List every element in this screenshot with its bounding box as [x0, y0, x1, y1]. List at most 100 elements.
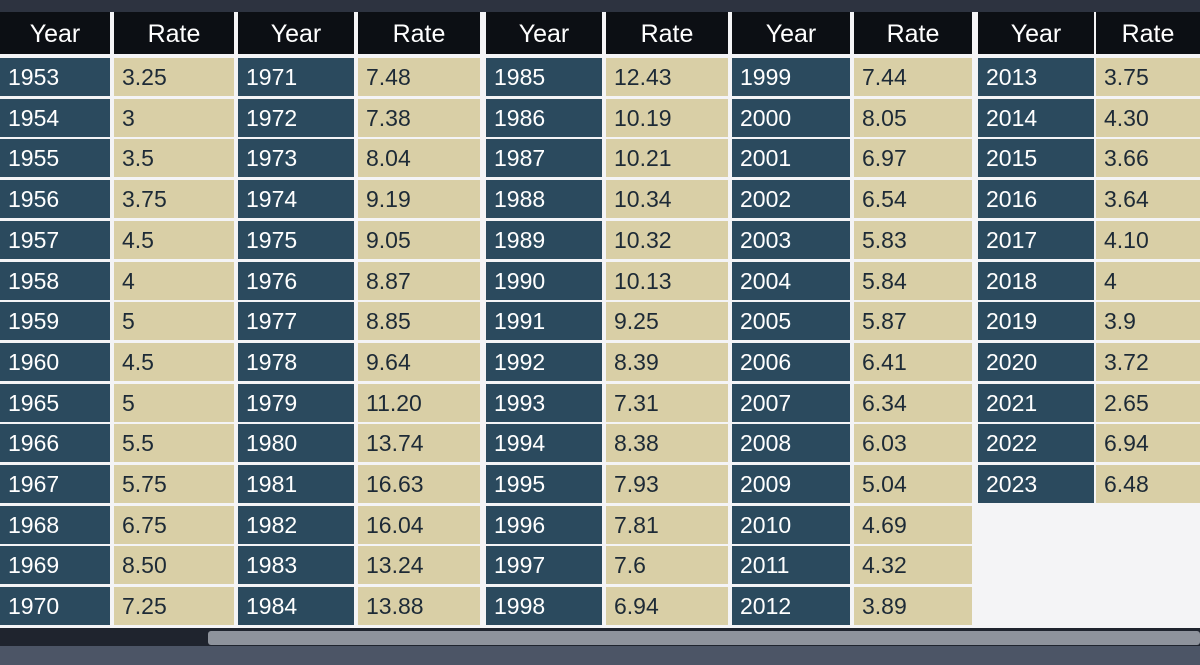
- rate-cell: 3.66: [1096, 139, 1200, 178]
- year-cell: 2004: [732, 261, 850, 300]
- rate-cell: 12.43: [606, 58, 728, 96]
- rate-cell: 13.24: [358, 546, 480, 585]
- year-cell: 2015: [978, 139, 1094, 178]
- rate-cell: 3.72: [1096, 342, 1200, 381]
- rate-cell: 6.34: [854, 383, 972, 422]
- rate-cell: 13.74: [358, 424, 480, 463]
- rate-cell: 9.64: [358, 342, 480, 381]
- rate-cell: 8.04: [358, 139, 480, 178]
- year-cell: 1981: [238, 465, 354, 503]
- rate-cell: 3.9: [1096, 302, 1200, 341]
- year-cell: 1955: [0, 139, 110, 178]
- rate-cell: 3.5: [114, 139, 234, 178]
- year-cell: 1989: [486, 220, 602, 259]
- year-cell: 2014: [978, 98, 1094, 137]
- year-cell: 1998: [486, 587, 602, 626]
- rate-cell: 7.48: [358, 58, 480, 96]
- year-cell: 2011: [732, 546, 850, 585]
- rate-cell: 4.69: [854, 505, 972, 544]
- rate-cell: 6.54: [854, 180, 972, 219]
- year-cell: 1953: [0, 58, 110, 96]
- rate-cell: 7.25: [114, 587, 234, 626]
- year-cell: 1980: [238, 424, 354, 463]
- year-cell: 1993: [486, 383, 602, 422]
- year-cell: 1982: [238, 505, 354, 544]
- year-cell: 2007: [732, 383, 850, 422]
- year-cell: 2003: [732, 220, 850, 259]
- scrollbar-thumb[interactable]: [208, 631, 1200, 645]
- rate-cell: 4.10: [1096, 220, 1200, 259]
- header-year: Year: [978, 12, 1094, 54]
- year-cell: 2016: [978, 180, 1094, 219]
- rate-cell: 8.05: [854, 98, 972, 137]
- rate-cell: 9.05: [358, 220, 480, 259]
- rate-cell: 3.75: [114, 180, 234, 219]
- header-year: Year: [486, 12, 602, 54]
- year-cell: 1970: [0, 587, 110, 626]
- rate-cell: 8.50: [114, 546, 234, 585]
- rate-cell: 16.63: [358, 465, 480, 503]
- rate-cell: 6.41: [854, 342, 972, 381]
- rate-cell: 13.88: [358, 587, 480, 626]
- year-cell: 1967: [0, 465, 110, 503]
- rate-cell: 7.44: [854, 58, 972, 96]
- rate-cell: 2.65: [1096, 383, 1200, 422]
- rate-cell: 11.20: [358, 383, 480, 422]
- rate-cell: 6.48: [1096, 465, 1200, 503]
- year-cell: 1969: [0, 546, 110, 585]
- year-cell: 1968: [0, 505, 110, 544]
- rate-cell: 7.81: [606, 505, 728, 544]
- year-cell: 1991: [486, 302, 602, 341]
- rate-cell: 9.19: [358, 180, 480, 219]
- rate-cell: 5.83: [854, 220, 972, 259]
- rate-cell: 6.94: [606, 587, 728, 626]
- year-cell: 2013: [978, 58, 1094, 96]
- year-cell: 1971: [238, 58, 354, 96]
- year-cell: 1954: [0, 98, 110, 137]
- header-rate: Rate: [358, 12, 480, 54]
- year-cell: 1979: [238, 383, 354, 422]
- header-year: Year: [0, 12, 110, 54]
- header-year: Year: [732, 12, 850, 54]
- year-cell: 2017: [978, 220, 1094, 259]
- year-cell: 1976: [238, 261, 354, 300]
- year-cell: 1960: [0, 342, 110, 381]
- year-cell: 2002: [732, 180, 850, 219]
- year-cell: 1986: [486, 98, 602, 137]
- rate-cell: 3.89: [854, 587, 972, 626]
- year-cell: 2021: [978, 383, 1094, 422]
- rate-cell: 5.04: [854, 465, 972, 503]
- rate-cell: 5.5: [114, 424, 234, 463]
- rate-cell: 10.32: [606, 220, 728, 259]
- year-cell: 2022: [978, 424, 1094, 463]
- rate-cell: 3.64: [1096, 180, 1200, 219]
- year-cell: 2001: [732, 139, 850, 178]
- year-cell: 1958: [0, 261, 110, 300]
- rate-cell: 3.25: [114, 58, 234, 96]
- year-cell: 2012: [732, 587, 850, 626]
- year-cell: 1995: [486, 465, 602, 503]
- rate-cell: 7.93: [606, 465, 728, 503]
- year-cell: 1988: [486, 180, 602, 219]
- year-cell: 1984: [238, 587, 354, 626]
- year-cell: 2000: [732, 98, 850, 137]
- bottom-bezel: [0, 646, 1200, 665]
- rate-cell: 3: [114, 98, 234, 137]
- year-cell: 2023: [978, 465, 1094, 503]
- year-cell: 1983: [238, 546, 354, 585]
- rate-cell: 5: [114, 383, 234, 422]
- rate-cell: 16.04: [358, 505, 480, 544]
- year-cell: 1957: [0, 220, 110, 259]
- top-bar: [0, 0, 1200, 12]
- rate-cell: 10.13: [606, 261, 728, 300]
- rate-cell: 4.30: [1096, 98, 1200, 137]
- rate-cell: 10.34: [606, 180, 728, 219]
- rate-cell: 8.85: [358, 302, 480, 341]
- rate-cell: 6.03: [854, 424, 972, 463]
- year-cell: 1956: [0, 180, 110, 219]
- year-cell: 1992: [486, 342, 602, 381]
- rate-table: Year Rate 1953 3.25 1954 3 1955 3.5 1956 3.75 1957…: [0, 12, 1200, 628]
- rate-cell: 7.38: [358, 98, 480, 137]
- year-cell: 2018: [978, 261, 1094, 300]
- rate-cell: 4.32: [854, 546, 972, 585]
